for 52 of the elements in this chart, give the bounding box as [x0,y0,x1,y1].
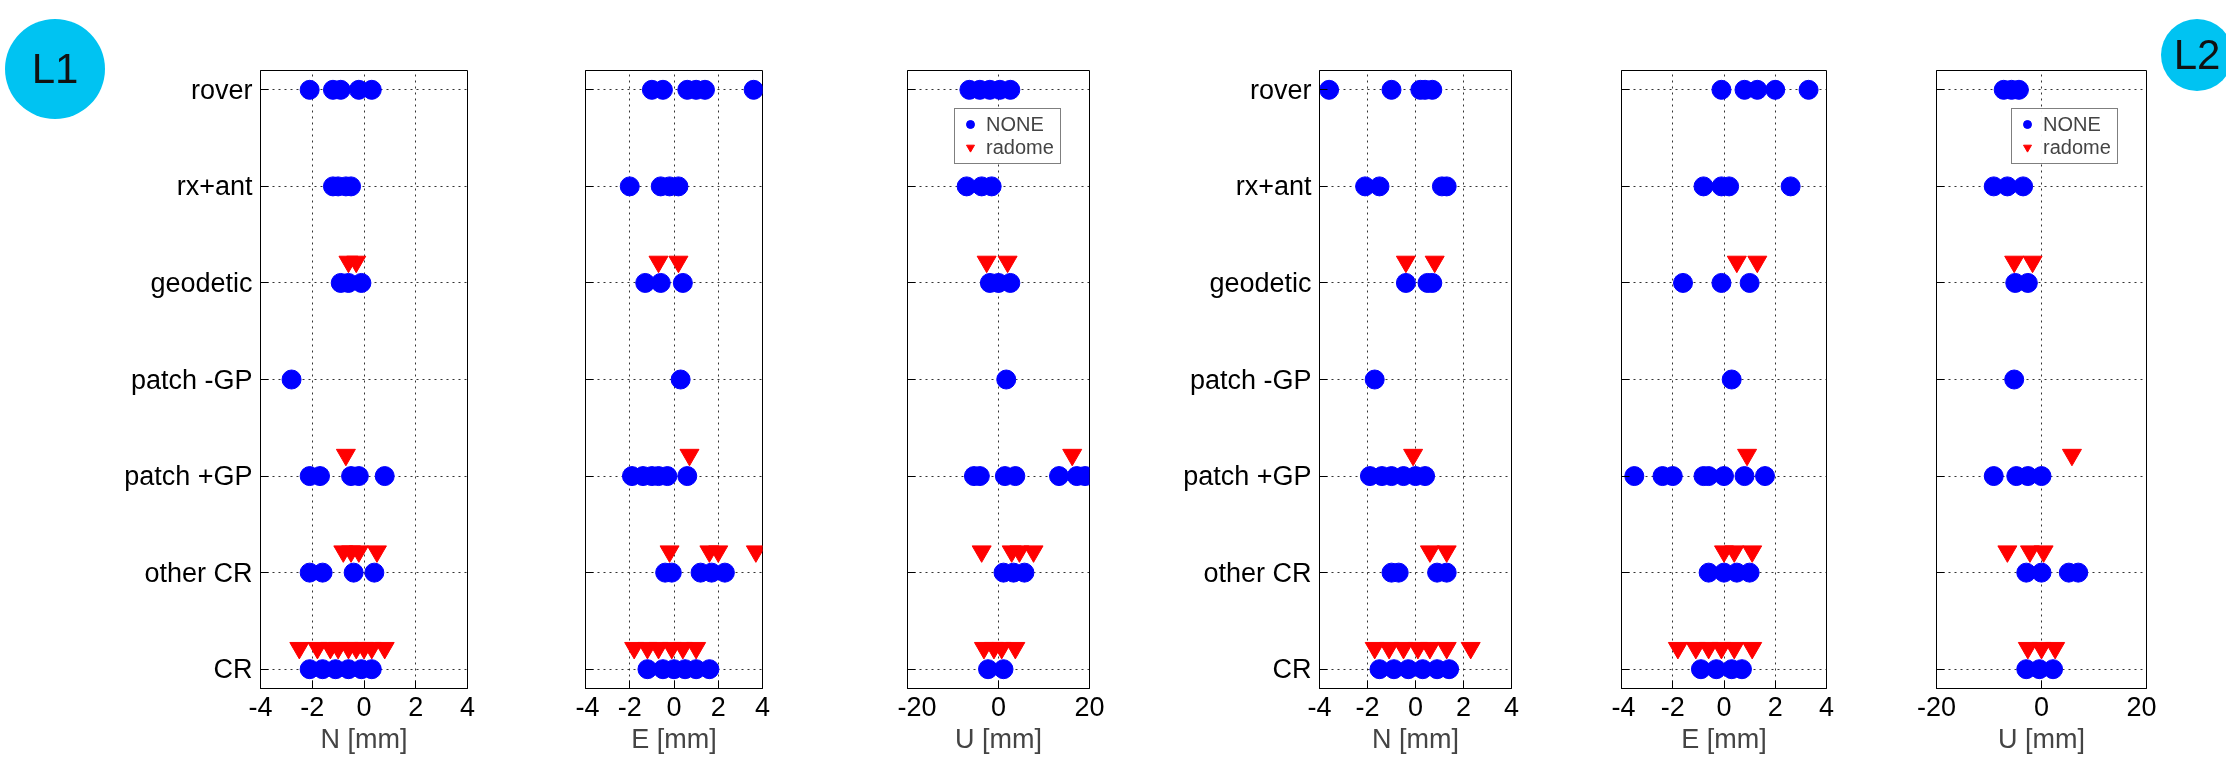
y-tick-label: other CR [144,557,253,588]
x-axis-title: E [mm] [631,723,717,754]
x-tick-label: 4 [459,691,476,722]
y-tick-label: geodetic [150,267,253,298]
x-tick-label: -2 [1660,691,1685,722]
y-tick-label: CR [213,654,253,685]
x-tick-label: 20 [1074,691,1105,722]
y-tick-label: rover [190,74,253,105]
x-tick-label: -2 [1355,691,1380,722]
x-tick-label: -20 [897,691,937,722]
x-tick-label: 0 [2033,691,2050,722]
x-tick-label: 0 [666,691,682,722]
x-tick-label: -4 [1611,691,1636,722]
x-tick-label: 0 [1407,691,1424,722]
legend-label: NONE [2043,112,2102,136]
y-tick-label: patch -GP [1189,364,1312,395]
x-tick-label: 2 [1767,691,1783,722]
y-tick-label: CR [1272,654,1312,685]
x-tick-label: -2 [300,691,325,722]
x-axis-title: N [mm] [1372,723,1460,754]
x-axis-title: U [mm] [1998,723,2086,754]
x-tick-label: 0 [1716,691,1732,722]
x-axis-title: N [mm] [320,723,408,754]
x-tick-label: -4 [248,691,273,722]
x-tick-label: 0 [356,691,372,722]
y-tick-label: patch -GP [130,364,253,395]
x-axis-title: U [mm] [955,723,1043,754]
x-tick-label: -2 [617,691,642,722]
y-tick-label: rover [1249,74,1312,105]
text: L1 [5,19,105,119]
x-tick-label: 4 [1818,691,1835,722]
x-tick-label: 4 [1503,691,1520,722]
x-tick-label: 4 [754,691,771,722]
x-tick-label: 2 [710,691,726,722]
x-tick-label: 0 [990,691,1007,722]
x-tick-label: -20 [1916,691,1957,722]
y-tick-label: other CR [1203,557,1312,588]
y-tick-label: rx+ant [176,171,253,202]
x-tick-label: -4 [575,691,600,722]
x-tick-label: 2 [408,691,424,722]
x-tick-label: 20 [2126,691,2157,722]
legend-label: radome [2043,135,2112,159]
text: L2 [2161,19,2226,91]
legend-label: NONE [986,112,1045,136]
x-tick-label: -4 [1307,691,1332,722]
y-tick-label: patch +GP [124,461,253,492]
y-tick-label: geodetic [1209,267,1312,298]
x-axis-title: E [mm] [1681,723,1767,754]
y-tick-label: patch +GP [1183,461,1312,492]
x-tick-label: 2 [1455,691,1472,722]
legend-label: radome [986,135,1055,159]
y-tick-label: rx+ant [1235,171,1312,202]
